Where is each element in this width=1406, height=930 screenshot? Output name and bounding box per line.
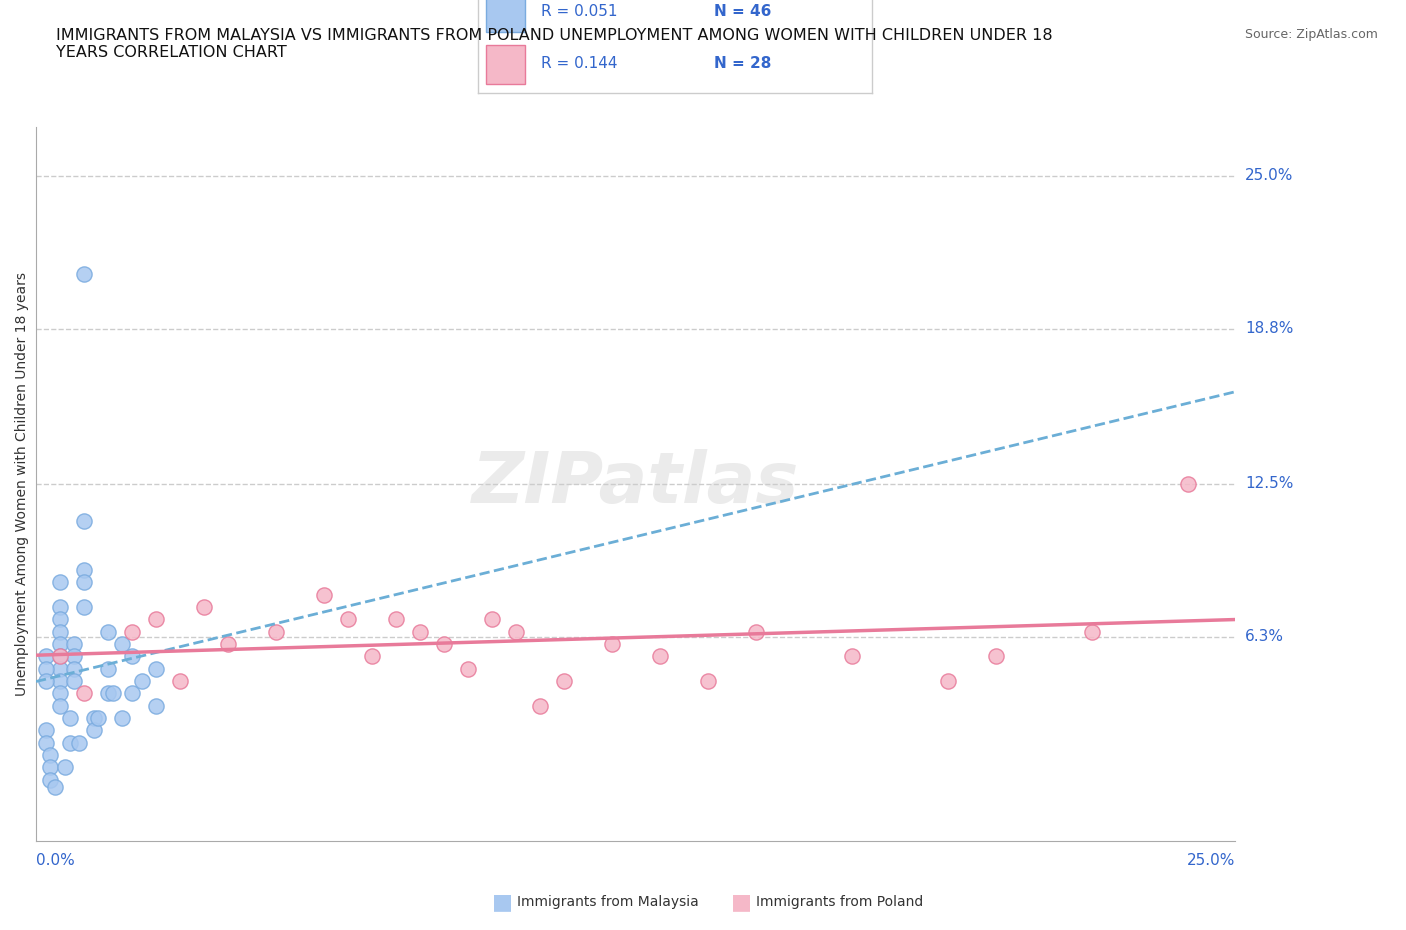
Point <box>1080 624 1102 639</box>
Point <box>63 637 86 652</box>
Point <box>145 661 167 676</box>
Point <box>936 673 959 688</box>
Point <box>49 637 72 652</box>
Text: R = 0.144: R = 0.144 <box>541 57 617 72</box>
Point <box>841 649 863 664</box>
Point <box>49 575 72 590</box>
Point <box>53 760 76 775</box>
Point <box>360 649 382 664</box>
Point <box>121 624 143 639</box>
Point <box>44 779 66 794</box>
Point <box>73 563 96 578</box>
Point <box>600 637 623 652</box>
Point <box>481 612 503 627</box>
Point <box>49 661 72 676</box>
Point <box>83 723 105 737</box>
Point <box>73 685 96 700</box>
Point <box>49 612 72 627</box>
Point <box>433 637 456 652</box>
Point <box>696 673 718 688</box>
Point <box>67 735 90 750</box>
Point <box>49 649 72 664</box>
Point <box>39 772 62 787</box>
Point <box>34 723 56 737</box>
Point <box>1177 476 1199 491</box>
Point <box>49 698 72 713</box>
Point <box>97 661 120 676</box>
Point <box>336 612 359 627</box>
Point <box>169 673 191 688</box>
Point <box>385 612 408 627</box>
Text: Source: ZipAtlas.com: Source: ZipAtlas.com <box>1244 28 1378 41</box>
Point <box>87 711 110 725</box>
Point <box>39 760 62 775</box>
Point <box>121 685 143 700</box>
Point <box>63 673 86 688</box>
Text: 12.5%: 12.5% <box>1246 476 1294 491</box>
Point <box>193 600 215 615</box>
Text: ■: ■ <box>492 892 513 912</box>
Point <box>648 649 671 664</box>
Point <box>217 637 239 652</box>
Point <box>984 649 1007 664</box>
Point <box>73 575 96 590</box>
Point <box>505 624 527 639</box>
Point <box>553 673 575 688</box>
Point <box>34 661 56 676</box>
Text: Immigrants from Malaysia: Immigrants from Malaysia <box>517 895 699 910</box>
Text: ZIPatlas: ZIPatlas <box>472 449 800 518</box>
Point <box>145 698 167 713</box>
Point <box>264 624 287 639</box>
Point <box>34 673 56 688</box>
Text: IMMIGRANTS FROM MALAYSIA VS IMMIGRANTS FROM POLAND UNEMPLOYMENT AMONG WOMEN WITH: IMMIGRANTS FROM MALAYSIA VS IMMIGRANTS F… <box>56 28 1053 60</box>
Point <box>58 711 80 725</box>
Text: ■: ■ <box>731 892 752 912</box>
Point <box>145 612 167 627</box>
Text: 0.0%: 0.0% <box>37 854 75 869</box>
Point <box>49 685 72 700</box>
Point <box>63 649 86 664</box>
Point <box>58 735 80 750</box>
Point <box>49 649 72 664</box>
Text: 18.8%: 18.8% <box>1246 321 1294 336</box>
Point <box>409 624 432 639</box>
Point <box>73 267 96 282</box>
Text: Immigrants from Poland: Immigrants from Poland <box>756 895 924 910</box>
Point <box>97 685 120 700</box>
Point <box>744 624 766 639</box>
Point <box>49 624 72 639</box>
Point <box>101 685 124 700</box>
Point <box>121 649 143 664</box>
Point <box>111 637 134 652</box>
Point <box>457 661 479 676</box>
Point <box>39 748 62 763</box>
Point <box>529 698 551 713</box>
Text: 25.0%: 25.0% <box>1246 168 1294 183</box>
Point <box>73 513 96 528</box>
Point <box>34 649 56 664</box>
Text: N = 28: N = 28 <box>714 57 772 72</box>
Point <box>63 661 86 676</box>
Point <box>312 588 335 603</box>
FancyBboxPatch shape <box>486 0 526 32</box>
Y-axis label: Unemployment Among Women with Children Under 18 years: Unemployment Among Women with Children U… <box>15 272 30 696</box>
Point <box>97 624 120 639</box>
Point <box>83 711 105 725</box>
FancyBboxPatch shape <box>486 45 526 84</box>
Text: N = 46: N = 46 <box>714 4 772 19</box>
Point <box>49 600 72 615</box>
Point <box>73 600 96 615</box>
Point <box>34 735 56 750</box>
Point <box>49 673 72 688</box>
Point <box>111 711 134 725</box>
Point <box>131 673 153 688</box>
Text: R = 0.051: R = 0.051 <box>541 4 617 19</box>
Text: 6.3%: 6.3% <box>1246 629 1284 644</box>
Text: 25.0%: 25.0% <box>1187 854 1236 869</box>
